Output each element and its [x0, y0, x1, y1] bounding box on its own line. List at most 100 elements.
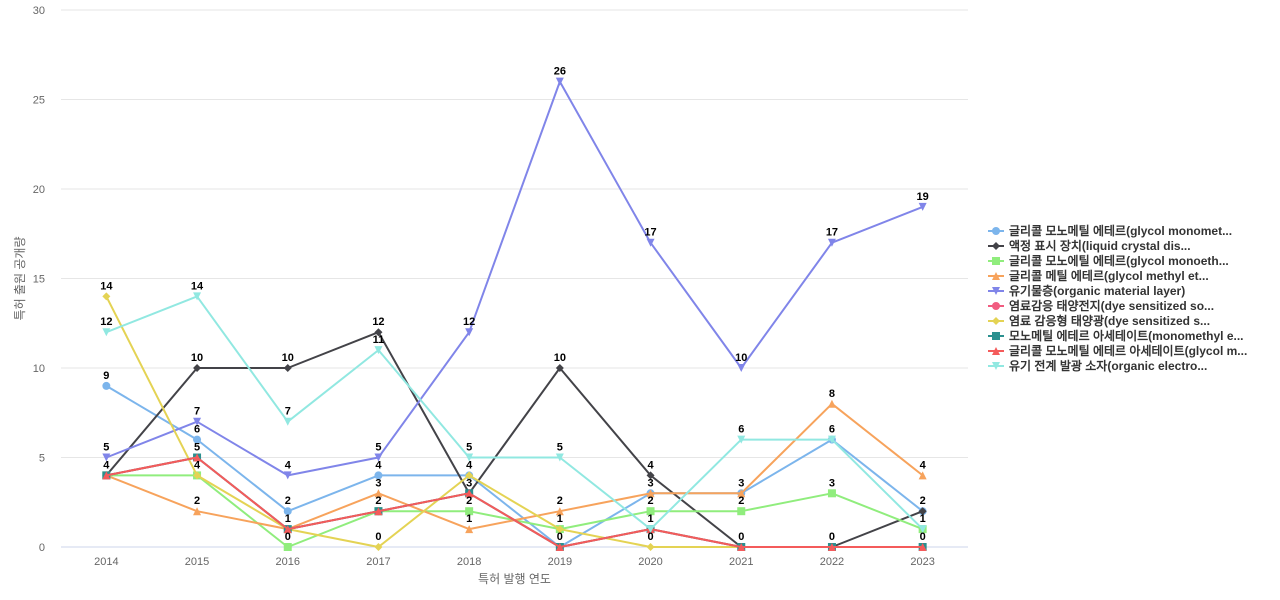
data-label: 0 — [738, 531, 744, 543]
data-label: 1 — [466, 513, 472, 525]
legend-item: 글리콜 모노메틸 에테르 아세테이트(glycol m... — [988, 343, 1247, 358]
legend-item: 유기물층(organic material layer) — [988, 283, 1185, 298]
data-label: 10 — [554, 352, 566, 364]
data-point — [918, 202, 927, 211]
data-point — [465, 471, 474, 480]
data-label: 17 — [826, 227, 838, 239]
data-label: 17 — [644, 227, 656, 239]
data-point — [918, 543, 927, 551]
data-label: 2 — [375, 495, 381, 507]
data-point — [827, 238, 836, 247]
data-label: 6 — [194, 424, 200, 436]
data-point — [102, 453, 111, 462]
data-point — [283, 471, 292, 480]
legend-marker — [992, 317, 1000, 325]
series-group — [102, 77, 927, 480]
legend-item: 염료 감응형 태양광(dye sensitized s... — [988, 313, 1210, 328]
data-point — [102, 471, 111, 480]
data-label: 2 — [738, 495, 744, 507]
x-tick-label: 2022 — [820, 556, 844, 568]
data-point — [283, 417, 292, 426]
x-tick-label: 2023 — [910, 556, 934, 568]
data-point — [193, 364, 202, 372]
legend-marker — [992, 332, 1000, 340]
data-point — [465, 453, 474, 462]
data-label: 6 — [738, 424, 744, 436]
data-point — [374, 507, 383, 516]
legend-item: 염료감응 태양전지(dye sensitized so... — [988, 298, 1214, 313]
data-label: 0 — [829, 531, 835, 543]
data-point — [374, 328, 383, 337]
data-point — [193, 507, 202, 516]
data-point — [555, 77, 564, 86]
legend-item: 글리콜 모노에틸 에테르(glycol monoeth... — [988, 253, 1229, 268]
data-label: 10 — [191, 352, 203, 364]
data-label: 1 — [285, 513, 291, 525]
x-tick-label: 2021 — [729, 556, 753, 568]
data-label: 14 — [191, 280, 204, 292]
data-point — [555, 525, 564, 534]
data-point — [465, 525, 474, 534]
data-point — [283, 507, 292, 516]
data-point — [737, 543, 746, 551]
series-group — [102, 381, 927, 551]
series-line — [105, 384, 924, 548]
data-point — [918, 507, 927, 516]
data-label: 11 — [373, 334, 385, 346]
data-label: 12 — [372, 316, 384, 328]
data-label: 0 — [920, 531, 926, 543]
data-point — [193, 292, 202, 301]
y-axis-title: 특허 출원 공개량 — [13, 237, 27, 321]
y-tick-label: 25 — [33, 95, 45, 107]
y-tick-label: 0 — [39, 542, 45, 554]
x-tick-label: 2014 — [94, 556, 118, 568]
data-point — [193, 417, 202, 426]
data-point — [555, 543, 564, 551]
legend-label: 유기 전계 발광 소자(organic electro... — [1009, 358, 1207, 373]
data-point — [374, 543, 383, 551]
x-tick-label: 2015 — [185, 556, 209, 568]
data-label: 2 — [647, 495, 653, 507]
data-label: 0 — [557, 531, 563, 543]
data-label: 12 — [100, 316, 112, 328]
data-point — [737, 364, 746, 372]
data-label: 8 — [829, 388, 835, 400]
legend-label: 글리콜 모노메틸 에테르(glycol monomet... — [1009, 223, 1232, 238]
legend-item: 액정 표시 장치(liquid crystal dis... — [988, 238, 1191, 253]
data-point — [193, 453, 202, 462]
data-label: 5 — [375, 442, 381, 454]
data-label: 19 — [917, 191, 929, 203]
data-point — [918, 525, 927, 534]
legend-item: 유기 전계 발광 소자(organic electro... — [988, 358, 1207, 373]
data-label: 4 — [103, 459, 110, 471]
data-label: 1 — [647, 513, 653, 525]
data-point — [827, 435, 836, 444]
series-group — [102, 292, 927, 534]
legend-label: 액정 표시 장치(liquid crystal dis... — [1009, 238, 1191, 253]
legend-label: 글리콜 모노에틸 에테르(glycol monoeth... — [1009, 253, 1229, 268]
data-point — [193, 435, 202, 444]
legend-marker — [992, 242, 1000, 250]
data-label: 3 — [375, 477, 381, 489]
legend: 글리콜 모노메틸 에테르(glycol monomet...액정 표시 장치(l… — [988, 223, 1247, 373]
data-point — [737, 489, 746, 498]
legend-item: 모노메틸 에테르 아세테이트(monomethyl e... — [988, 328, 1244, 343]
y-tick-label: 30 — [33, 5, 45, 17]
legend-marker — [992, 272, 1000, 280]
x-tick-label: 2020 — [638, 556, 662, 568]
x-tick-label: 2016 — [276, 556, 300, 568]
data-labels: 1412954141076542107421012115432012543212… — [100, 66, 929, 543]
data-point — [283, 543, 292, 551]
data-point — [827, 399, 836, 408]
legend-label: 유기물층(organic material layer) — [1009, 283, 1185, 298]
data-label: 5 — [466, 442, 472, 454]
data-label: 4 — [920, 459, 927, 471]
legend-marker — [992, 302, 1000, 310]
legend-marker — [992, 362, 1000, 370]
series-line — [105, 80, 924, 477]
data-label: 6 — [829, 424, 835, 436]
legend-label: 글리콜 메틸 에테르(glycol methyl et... — [1009, 268, 1209, 283]
data-label: 2 — [920, 495, 926, 507]
